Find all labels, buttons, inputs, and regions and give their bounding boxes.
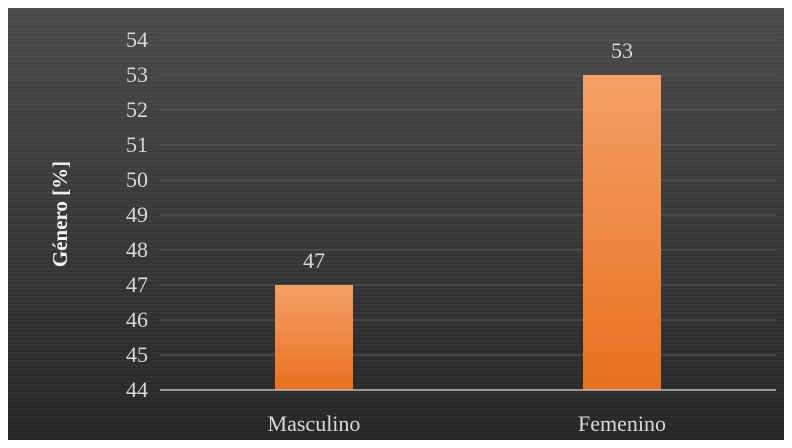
y-tick-label: 51 — [126, 132, 148, 157]
labels: 44 45 46 47 48 49 50 51 52 53 54 47 Masculino 53 Femen… — [126, 27, 666, 436]
bars — [275, 75, 661, 390]
y-axis-title: Género [%] — [48, 161, 72, 267]
bar-femenino — [583, 75, 661, 390]
data-label-femenino: 53 — [611, 38, 633, 63]
y-tick-label: 54 — [126, 27, 148, 52]
y-tick-label: 48 — [126, 237, 148, 262]
x-category-label: Masculino — [268, 411, 361, 436]
y-tick-label: 46 — [126, 307, 148, 332]
y-tick-label: 49 — [126, 202, 148, 227]
y-tick-label: 53 — [126, 62, 148, 87]
y-tick-label: 52 — [126, 97, 148, 122]
data-label-masculino: 47 — [303, 248, 325, 273]
x-category-label: Femenino — [578, 411, 666, 436]
y-tick-label: 47 — [126, 272, 148, 297]
y-tick-label: 45 — [126, 342, 148, 367]
bar-masculino — [275, 285, 353, 390]
gridlines — [160, 39, 776, 356]
y-tick-label: 44 — [126, 377, 148, 402]
chart-background-texture — [8, 8, 784, 440]
y-tick-label: 50 — [126, 167, 148, 192]
